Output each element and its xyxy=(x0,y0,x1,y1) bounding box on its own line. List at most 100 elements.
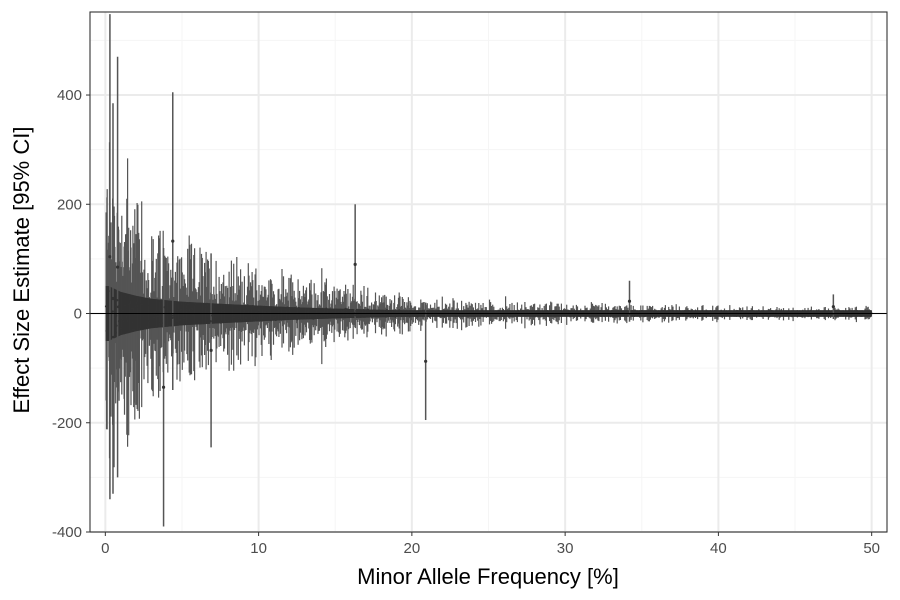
point-estimate-notable xyxy=(111,296,115,301)
point-estimate xyxy=(572,311,575,314)
point-estimate xyxy=(233,314,236,317)
point-estimate xyxy=(158,301,161,304)
x-tick-label: 20 xyxy=(404,540,421,557)
point-estimate xyxy=(221,309,225,312)
point-estimate xyxy=(185,308,188,311)
point-estimate xyxy=(204,307,207,310)
point-estimate xyxy=(416,315,419,318)
point-estimate xyxy=(124,295,127,298)
point-estimate xyxy=(309,315,312,319)
point-estimate xyxy=(138,327,141,331)
point-estimate xyxy=(256,316,259,320)
point-estimate xyxy=(132,328,135,331)
point-estimate xyxy=(227,319,230,322)
point-estimate xyxy=(194,303,197,306)
point-estimate xyxy=(357,310,360,313)
point-estimate xyxy=(290,307,293,310)
point-estimate xyxy=(191,307,194,311)
point-estimate xyxy=(749,313,752,316)
point-estimates xyxy=(104,239,873,389)
minor-grid xyxy=(90,12,887,532)
point-estimate xyxy=(344,307,347,311)
point-estimate xyxy=(284,308,287,311)
point-estimate xyxy=(380,314,383,318)
point-estimate xyxy=(106,292,109,295)
x-tick-label: 10 xyxy=(250,540,267,557)
point-estimate xyxy=(267,311,271,314)
point-estimate xyxy=(180,303,183,306)
point-estimate xyxy=(473,314,476,317)
point-estimate xyxy=(401,314,404,317)
point-estimate xyxy=(616,313,619,317)
point-estimate xyxy=(293,306,297,310)
point-estimate xyxy=(178,318,182,322)
point-estimate xyxy=(114,304,117,307)
point-estimate xyxy=(117,305,120,308)
point-estimate xyxy=(383,310,386,313)
point-estimate xyxy=(184,302,187,305)
point-estimate xyxy=(626,310,630,314)
point-estimate xyxy=(437,310,441,313)
point-estimate xyxy=(342,309,346,313)
point-estimate-notable xyxy=(115,265,120,269)
point-estimate xyxy=(246,304,249,307)
point-estimate xyxy=(270,319,273,322)
x-tick-label: 30 xyxy=(557,540,574,557)
point-estimate xyxy=(118,292,122,295)
point-estimate-notable xyxy=(353,262,357,266)
y-tick-label: 400 xyxy=(57,87,82,104)
point-estimate xyxy=(253,316,256,320)
point-estimate xyxy=(130,321,134,324)
point-estimate xyxy=(320,314,323,318)
point-estimate xyxy=(531,314,534,317)
point-estimate xyxy=(131,307,135,310)
point-estimate xyxy=(198,320,201,323)
point-estimate xyxy=(135,304,139,308)
point-estimate xyxy=(214,310,218,313)
point-estimate xyxy=(594,310,597,314)
point-estimate xyxy=(121,318,124,321)
point-estimate xyxy=(396,314,399,317)
point-estimate xyxy=(422,310,426,313)
point-estimate xyxy=(171,314,175,317)
point-estimate xyxy=(391,314,395,318)
point-estimate xyxy=(119,327,122,330)
point-estimate xyxy=(121,309,125,312)
point-estimate-notable xyxy=(831,305,835,309)
point-estimate xyxy=(211,314,214,317)
point-estimate xyxy=(104,305,108,308)
point-estimate xyxy=(148,320,151,323)
point-estimate xyxy=(261,306,264,309)
point-estimate xyxy=(114,314,118,317)
point-estimate xyxy=(363,314,366,317)
point-estimate xyxy=(634,311,637,314)
point-estimate xyxy=(299,314,302,318)
point-estimate xyxy=(502,314,505,317)
point-estimate xyxy=(123,304,127,307)
point-estimate xyxy=(191,313,195,317)
point-estimate xyxy=(267,307,270,310)
point-estimate xyxy=(154,310,157,313)
point-estimate xyxy=(140,303,143,306)
point-estimate xyxy=(441,310,444,314)
point-estimate xyxy=(366,308,369,311)
point-estimate xyxy=(354,314,357,317)
point-estimate xyxy=(316,307,319,311)
point-estimate xyxy=(111,310,114,313)
point-estimate xyxy=(126,319,130,323)
point-estimate xyxy=(129,300,132,303)
point-estimate xyxy=(644,311,648,314)
point-estimate xyxy=(114,331,117,334)
point-estimate xyxy=(395,310,399,314)
x-tick-label: 0 xyxy=(101,540,109,557)
point-estimate xyxy=(566,310,569,314)
point-estimate xyxy=(147,302,150,306)
point-estimate xyxy=(251,305,254,308)
point-estimate xyxy=(253,319,257,322)
point-estimate xyxy=(301,317,304,320)
point-estimate xyxy=(250,308,253,312)
point-estimate xyxy=(176,309,179,312)
point-estimate xyxy=(219,321,222,324)
point-estimate xyxy=(115,324,118,327)
point-estimate xyxy=(112,335,116,339)
